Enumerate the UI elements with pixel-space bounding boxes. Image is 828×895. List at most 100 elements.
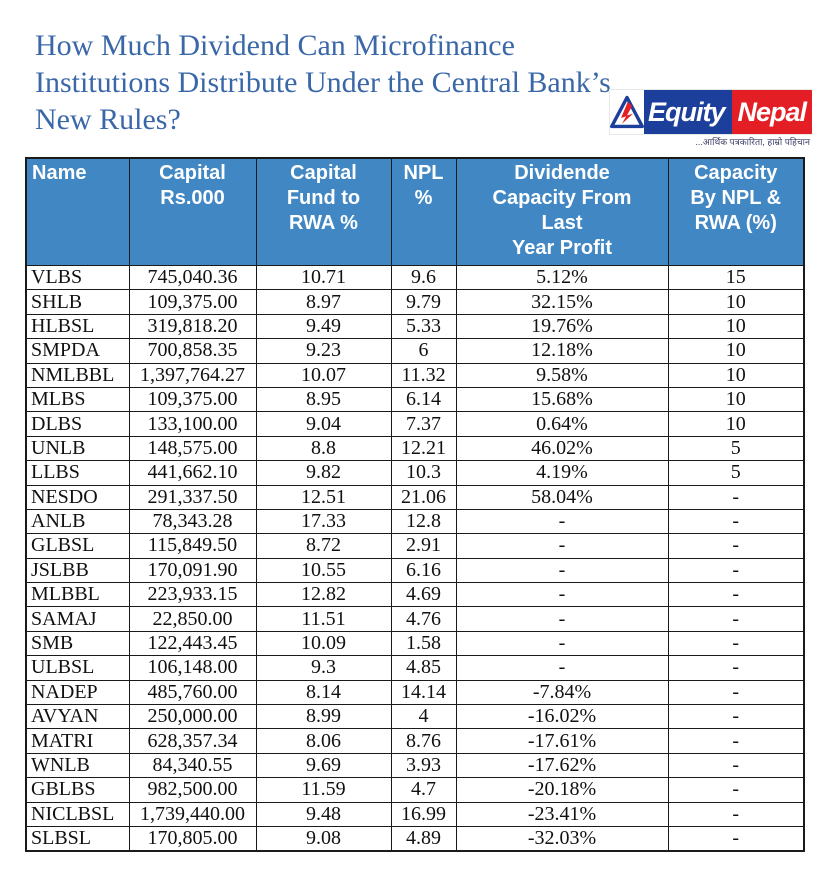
cell-capital-fund-rwa: 8.72: [255, 533, 392, 559]
cell-dividend-capacity: 32.15%: [455, 289, 669, 315]
header-capital: Capital Rs.000: [128, 157, 257, 266]
cell-capital: 628,357.34: [128, 728, 257, 754]
cell-npl: 2.91: [390, 533, 457, 559]
cell-capital: 122,443.45: [128, 630, 257, 657]
cell-capacity-npl-rwa: -: [667, 606, 805, 632]
cell-dividend-capacity: 19.76%: [455, 313, 669, 340]
cell-dividend-capacity: -: [455, 606, 669, 632]
cell-capital-fund-rwa: 10.55: [255, 557, 392, 584]
cell-name: MATRI: [25, 728, 130, 754]
table-row: GLBSL 115,849.50 8.72 2.91- -: [25, 533, 805, 559]
cell-capital-fund-rwa: 8.99: [255, 704, 392, 730]
cell-capacity-npl-rwa: 10: [667, 411, 805, 437]
cell-npl: 10.3: [390, 460, 457, 486]
cell-name: VLBS: [25, 264, 130, 291]
cell-npl: 4.85: [390, 655, 457, 681]
cell-npl: 8.76: [390, 728, 457, 754]
cell-dividend-capacity: -17.61%: [455, 728, 669, 754]
cell-dividend-capacity: -: [455, 508, 669, 535]
cell-capital: 133,100.00: [128, 411, 257, 437]
cell-capital-fund-rwa: 8.14: [255, 679, 392, 706]
cell-npl: 4.69: [390, 582, 457, 608]
cell-dividend-capacity: 12.18%: [455, 338, 669, 364]
cell-npl: 4.89: [390, 825, 457, 852]
table-row: NESDO 291,337.50 12.51 21.06 58.04% -: [25, 484, 805, 510]
cell-name: SAMAJ: [25, 606, 130, 632]
cell-capital: 291,337.50: [128, 484, 257, 510]
cell-capital-fund-rwa: 8.97: [255, 289, 392, 315]
cell-name: MLBBL: [25, 582, 130, 608]
cell-capital-fund-rwa: 11.59: [255, 777, 392, 803]
cell-name: ULBSL: [25, 655, 130, 681]
cell-dividend-capacity: 46.02%: [455, 435, 669, 462]
table-row: JSLBB 170,091.90 10.55 6.16- -: [25, 557, 805, 584]
cell-capital-fund-rwa: 8.8: [255, 435, 392, 462]
cell-dividend-capacity: -23.41%: [455, 801, 669, 827]
cell-capital-fund-rwa: 10.71: [255, 264, 392, 291]
table-row: SLBSL 170,805.00 9.08 4.89 -32.03% -: [25, 825, 805, 852]
cell-name: NICLBSL: [25, 801, 130, 827]
cell-npl: 12.21: [390, 435, 457, 462]
cell-npl: 12.8: [390, 508, 457, 535]
cell-dividend-capacity: 4.19%: [455, 460, 669, 486]
cell-capital: 78,343.28: [128, 508, 257, 535]
cell-name: GBLBS: [25, 777, 130, 803]
cell-name: MLBS: [25, 386, 130, 413]
cell-capacity-npl-rwa: -: [667, 752, 805, 779]
cell-capital: 745,040.36: [128, 264, 257, 291]
cell-npl: 14.14: [390, 679, 457, 706]
table-row: ANLB 78,343.28 17.33 12.8- -: [25, 508, 805, 535]
table-header: Name Capital Rs.000 Capital Fund to RWA …: [25, 157, 805, 266]
table-row: VLBS 745,040.36 10.71 9.6 5.12% 15: [25, 264, 805, 291]
cell-npl: 1.58: [390, 630, 457, 657]
cell-capital: 109,375.00: [128, 289, 257, 315]
cell-capacity-npl-rwa: -: [667, 508, 805, 535]
cell-npl: 4.7: [390, 777, 457, 803]
cell-capacity-npl-rwa: -: [667, 679, 805, 706]
header-name: Name: [25, 157, 130, 266]
table-row: MLBS 109,375.00 8.95 6.14 15.68% 10: [25, 386, 805, 413]
table-row: WNLB 84,340.55 9.69 3.93 -17.62% -: [25, 752, 805, 779]
cell-capital-fund-rwa: 10.09: [255, 630, 392, 657]
cell-name: NESDO: [25, 484, 130, 510]
cell-capacity-npl-rwa: -: [667, 582, 805, 608]
cell-capital: 106,148.00: [128, 655, 257, 681]
header-dividend-capacity: Dividende Capacity From Last Year Profit: [455, 157, 669, 266]
cell-capital: 148,575.00: [128, 435, 257, 462]
cell-capacity-npl-rwa: 10: [667, 386, 805, 413]
cell-capacity-npl-rwa: -: [667, 630, 805, 657]
table-row: DLBS 133,100.00 9.04 7.37 0.64% 10: [25, 411, 805, 437]
table-row: NICLBSL 1,739,440.00 9.48 16.99 -23.41% -: [25, 801, 805, 827]
cell-dividend-capacity: 58.04%: [455, 484, 669, 510]
cell-dividend-capacity: -20.18%: [455, 777, 669, 803]
cell-capital: 700,858.35: [128, 338, 257, 364]
cell-capital: 109,375.00: [128, 386, 257, 413]
cell-capital: 485,760.00: [128, 679, 257, 706]
page-title: How Much Dividend Can Microfinance Insti…: [35, 29, 611, 136]
cell-capital-fund-rwa: 9.08: [255, 825, 392, 852]
cell-capital-fund-rwa: 8.95: [255, 386, 392, 413]
cell-npl: 3.93: [390, 752, 457, 779]
cell-npl: 7.37: [390, 411, 457, 437]
cell-capital-fund-rwa: 9.82: [255, 460, 392, 486]
cell-capital-fund-rwa: 12.51: [255, 484, 392, 510]
cell-name: AVYAN: [25, 704, 130, 730]
cell-capacity-npl-rwa: -: [667, 728, 805, 754]
cell-capacity-npl-rwa: -: [667, 557, 805, 584]
cell-capital: 170,805.00: [128, 825, 257, 852]
cell-capital: 982,500.00: [128, 777, 257, 803]
table-row: NADEP 485,760.00 8.14 14.14 -7.84% -: [25, 679, 805, 706]
cell-capacity-npl-rwa: 10: [667, 338, 805, 364]
cell-dividend-capacity: -: [455, 582, 669, 608]
table-body: VLBS 745,040.36 10.71 9.6 5.12% 15 SHLB 109,375…: [25, 264, 805, 852]
cell-name: SLBSL: [25, 825, 130, 852]
cell-capital: 170,091.90: [128, 557, 257, 584]
cell-capital: 319,818.20: [128, 313, 257, 340]
cell-npl: 16.99: [390, 801, 457, 827]
cell-dividend-capacity: -: [455, 630, 669, 657]
cell-capital-fund-rwa: 9.49: [255, 313, 392, 340]
cell-dividend-capacity: -32.03%: [455, 825, 669, 852]
cell-name: UNLB: [25, 435, 130, 462]
cell-dividend-capacity: 5.12%: [455, 264, 669, 291]
table-row: HLBSL 319,818.20 9.49 5.33 19.76% 10: [25, 313, 805, 340]
